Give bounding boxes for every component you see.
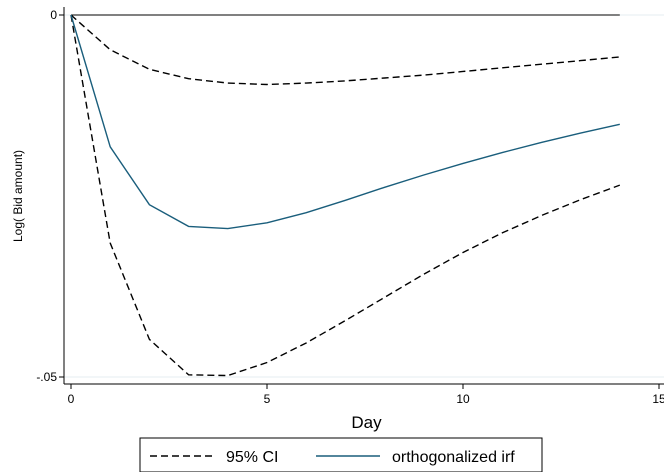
series-line-2 [70, 14, 620, 230]
x-tick-label-3: 15 [652, 392, 664, 406]
y-tick-label-0: 0 [50, 8, 57, 22]
legend: 95% CI orthogonalized irf [139, 437, 543, 472]
y-tick-label-1: -.05 [36, 370, 57, 384]
grid-lines [64, 14, 664, 378]
legend-label-1: orthogonalized irf [392, 449, 515, 466]
series-lines [70, 14, 621, 377]
x-axis-label: Day [351, 413, 382, 432]
y-axis-label: Log( Bid amount) [11, 150, 25, 242]
x-tick-label-2: 10 [456, 392, 470, 406]
x-tick-label-1: 5 [264, 392, 271, 406]
series-line-1 [70, 14, 620, 86]
legend-box [139, 437, 543, 472]
legend-label-0: 95% CI [226, 449, 278, 466]
axes [63, 7, 664, 385]
axis-ticks: 0 -.05 0 5 10 15 [36, 8, 664, 406]
x-tick-label-0: 0 [68, 392, 75, 406]
series-line-0 [70, 14, 621, 377]
